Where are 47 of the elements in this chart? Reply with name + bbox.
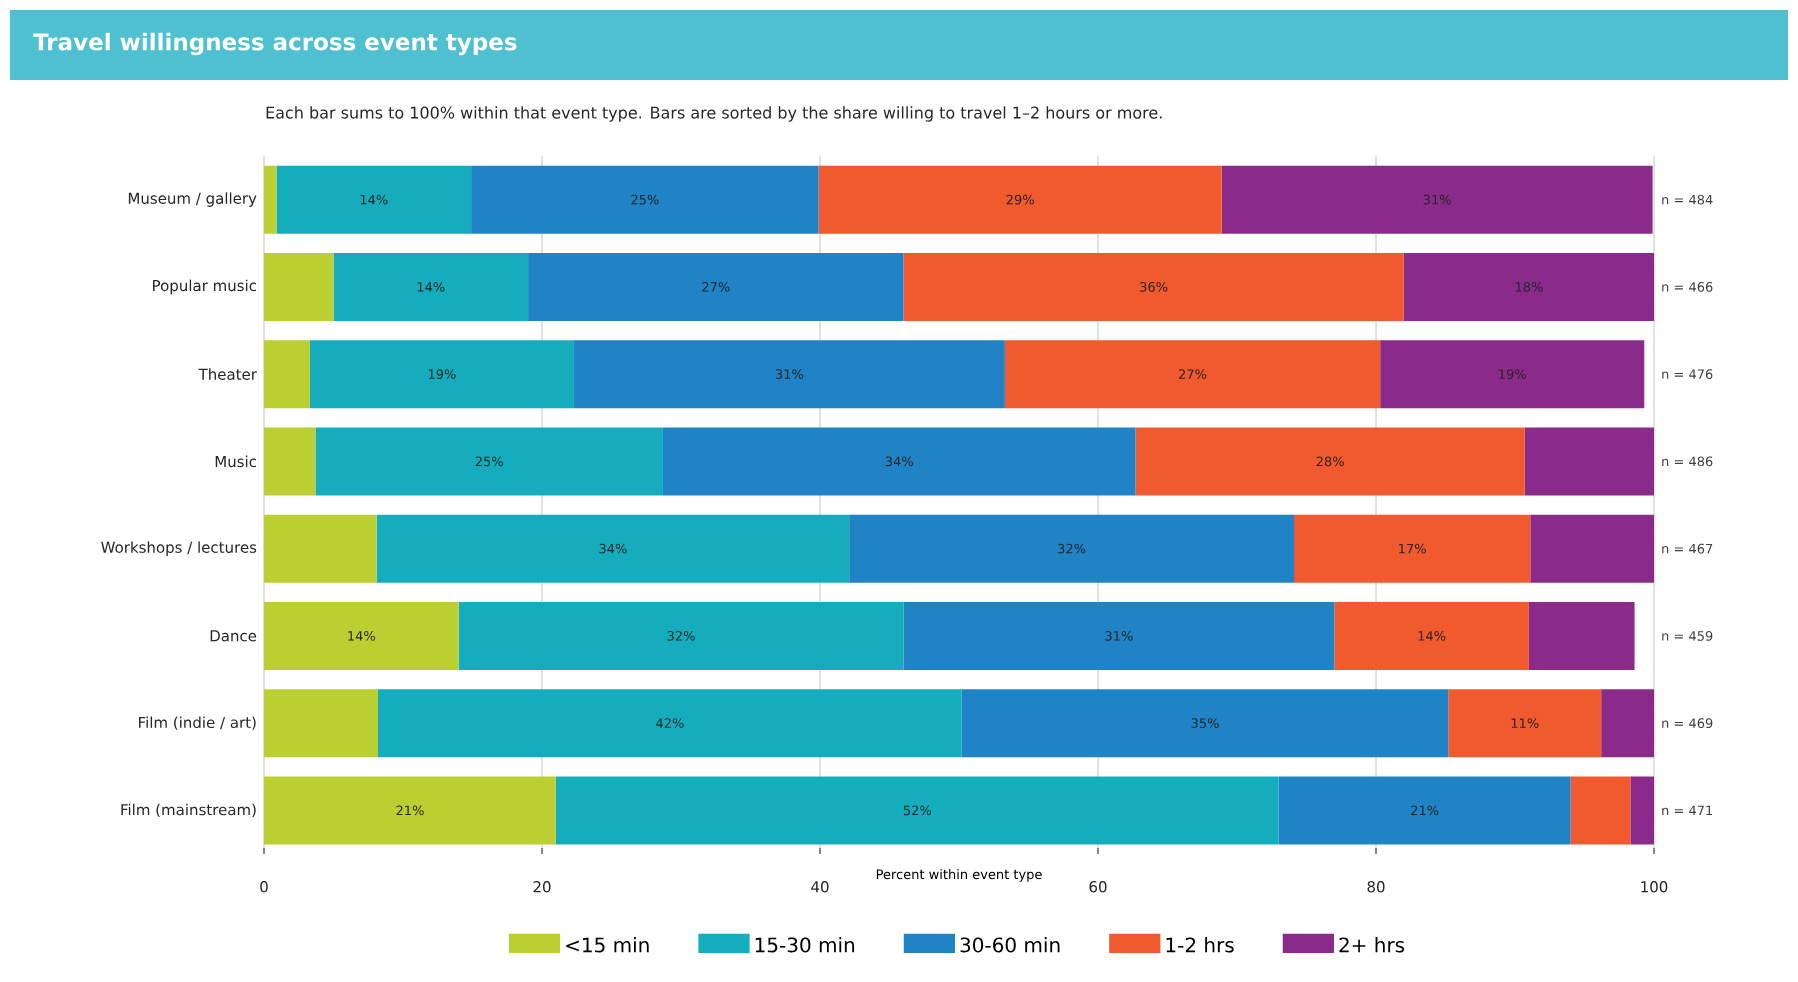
bar [961, 689, 1449, 758]
bar [1004, 340, 1381, 409]
bar [264, 165, 277, 234]
bar [1530, 514, 1655, 583]
legend-label: 2+ hrs [1339, 937, 1405, 953]
bar [264, 514, 377, 583]
bar [458, 601, 904, 670]
bar [1448, 689, 1602, 758]
bar [573, 340, 1005, 409]
bar [264, 776, 556, 845]
bar [1334, 601, 1529, 670]
legend-label: 30-60 min [960, 937, 1060, 953]
legend-label: 15-30 min [755, 937, 855, 953]
chart-title: Travel willingness across event types [33, 32, 517, 56]
bar [1601, 689, 1655, 758]
bar [333, 252, 529, 321]
bar [264, 689, 378, 758]
bar [376, 514, 850, 583]
bar [528, 252, 904, 321]
legend-label: <15 min [566, 937, 649, 953]
bar [264, 252, 334, 321]
bar [1278, 776, 1571, 845]
bar [309, 340, 574, 409]
bar [1380, 340, 1645, 409]
bar [377, 689, 962, 758]
bar [849, 514, 1294, 583]
bar [555, 776, 1279, 845]
bar [662, 427, 1136, 496]
legend-label: 1-2 hrs [1166, 937, 1234, 953]
bar [1403, 252, 1655, 321]
bar [1294, 514, 1531, 583]
bar [1524, 427, 1655, 496]
bar [264, 340, 310, 409]
bar [315, 427, 663, 496]
bar [1570, 776, 1631, 845]
bar [264, 601, 459, 670]
bar [264, 427, 316, 496]
bar [1528, 601, 1635, 670]
bar [903, 252, 1404, 321]
bar [818, 165, 1222, 234]
bar [1135, 427, 1525, 496]
bar [471, 165, 819, 234]
bar [276, 165, 472, 234]
bar [1221, 165, 1653, 234]
chart-subtitle: Each bar sums to 100% within that event type. Bars are sorted by the share willing to travel 1–2 hours or more. [266, 106, 1162, 122]
bar [903, 601, 1335, 670]
bar [1630, 776, 1655, 845]
